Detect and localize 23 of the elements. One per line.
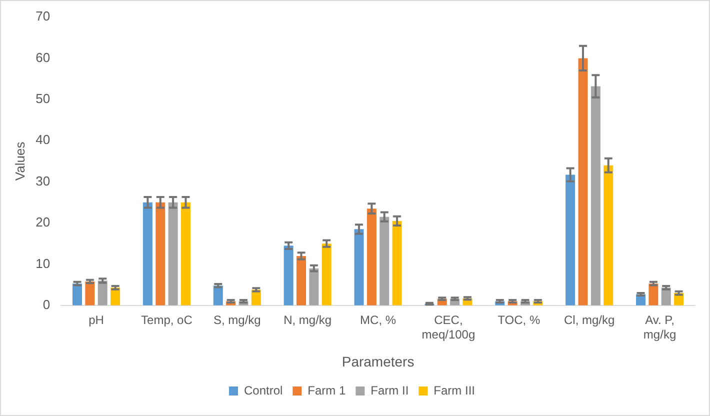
x-tick-label: Av. P, mg/kg — [643, 312, 676, 342]
x-tick-label: N, mg/kg — [284, 312, 332, 327]
x-tick-label: pH — [88, 312, 104, 327]
x-tick-label: Cl, mg/kg — [564, 312, 615, 327]
x-tick-label: MC, % — [360, 312, 396, 327]
y-axis-title: Values — [12, 141, 28, 181]
legend-label: Farm II — [370, 383, 409, 398]
x-axis-title: Parameters — [342, 353, 414, 370]
legend-label: Farm III — [434, 383, 476, 398]
x-tick-label: S, mg/kg — [213, 312, 261, 327]
x-tick-label: Temp, oC — [141, 312, 193, 327]
y-tick-label: 40 — [36, 132, 50, 148]
y-tick-label: 10 — [36, 256, 50, 271]
y-tick-label: 60 — [36, 50, 50, 65]
y-tick-label: 0 — [42, 296, 50, 312]
y-tick-label: 50 — [36, 90, 50, 106]
legend-label: Farm 1 — [308, 383, 346, 398]
x-tick-label: CEC, meq/100g — [422, 312, 476, 342]
y-tick-label: 70 — [36, 8, 50, 24]
x-tick-label: TOC, % — [498, 312, 540, 327]
legend-label: Control — [244, 383, 283, 398]
y-tick-label: 30 — [36, 173, 50, 188]
y-tick-label: 20 — [36, 214, 50, 230]
